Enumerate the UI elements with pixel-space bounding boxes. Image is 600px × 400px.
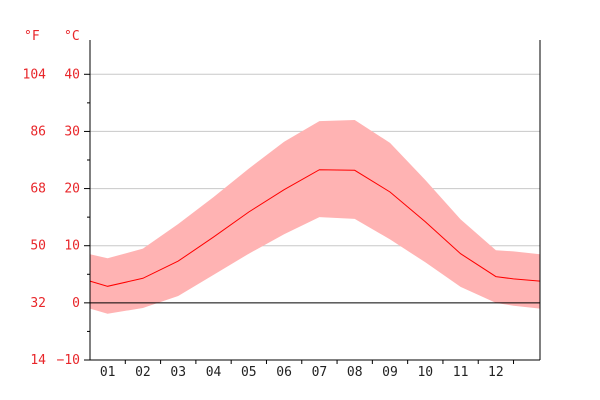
x-tick-label: 06 <box>276 365 292 380</box>
y-tick-label-fahrenheit: 104 <box>23 67 47 82</box>
y-tick-label-celsius: 10 <box>64 239 80 254</box>
y-tick-label-fahrenheit: 14 <box>30 353 46 368</box>
y-tick-label-fahrenheit: 50 <box>30 239 46 254</box>
y-tick-label-celsius: −10 <box>57 353 80 368</box>
unit-fahrenheit: °F <box>24 29 40 44</box>
y-tick-labels-c: −10 0 10 20 30 40 <box>57 67 80 368</box>
x-tick-label: 10 <box>417 365 433 380</box>
x-tick-label: 07 <box>312 365 328 380</box>
x-tick-label: 03 <box>170 365 186 380</box>
y-tick-label-fahrenheit: 86 <box>30 124 46 139</box>
temperature-range-band <box>90 120 540 314</box>
x-tick-label: 12 <box>488 365 504 380</box>
x-tick-label: 09 <box>382 365 398 380</box>
y-tick-labels-f: 14 32 50 68 86 104 <box>23 67 47 368</box>
unit-celsius: °C <box>64 29 80 44</box>
x-tick-label: 01 <box>100 365 116 380</box>
axes <box>84 40 541 364</box>
x-tick-labels: 01 02 03 04 05 06 07 08 09 10 11 12 <box>100 365 504 380</box>
x-tick-label: 02 <box>135 365 151 380</box>
y-tick-label-celsius: 30 <box>64 124 80 139</box>
x-tick-label: 08 <box>347 365 363 380</box>
y-tick-label-fahrenheit: 32 <box>30 296 46 311</box>
y-tick-label-celsius: 20 <box>64 182 80 197</box>
x-tick-label: 11 <box>453 365 469 380</box>
mean-temperature-line <box>89 169 541 287</box>
y-tick-label-fahrenheit: 68 <box>30 182 46 197</box>
x-tick-label: 04 <box>206 365 222 380</box>
x-tick-label: 05 <box>241 365 257 380</box>
y-tick-label-celsius: 0 <box>72 296 80 311</box>
y-tick-label-celsius: 40 <box>64 67 80 82</box>
